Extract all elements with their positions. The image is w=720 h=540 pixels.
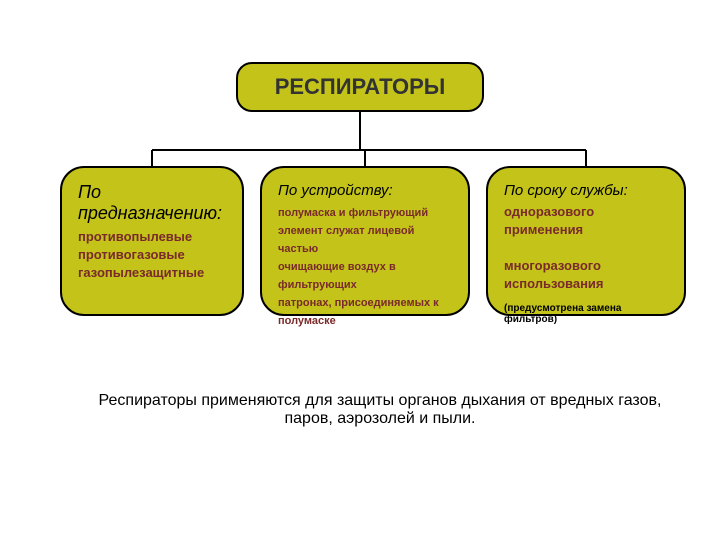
child-title: По устройству: (278, 182, 452, 199)
child-body: одноразового применения многоразового ис… (504, 204, 604, 291)
child-body: противопылевые противогазовые газопылеза… (78, 229, 204, 280)
child-node-purpose: По предназначению: противопылевые против… (60, 166, 244, 316)
root-label: РЕСПИРАТОРЫ (275, 74, 446, 100)
child-title: По предназначению: (78, 182, 226, 224)
child-note: (предусмотрена замена фильтров) (504, 303, 668, 325)
diagram-canvas: РЕСПИРАТОРЫ По предназначению: противопы… (0, 0, 720, 540)
child-body: полумаска и фильтрующий элемент служат л… (278, 207, 439, 327)
root-node: РЕСПИРАТОРЫ (236, 62, 484, 112)
caption-text: Респираторы применяются для защиты орган… (80, 392, 680, 428)
child-node-structure: По устройству: полумаска и фильтрующий э… (260, 166, 470, 316)
child-node-lifespan: По сроку службы: одноразового применения… (486, 166, 686, 316)
child-title: По сроку службы: (504, 182, 668, 199)
